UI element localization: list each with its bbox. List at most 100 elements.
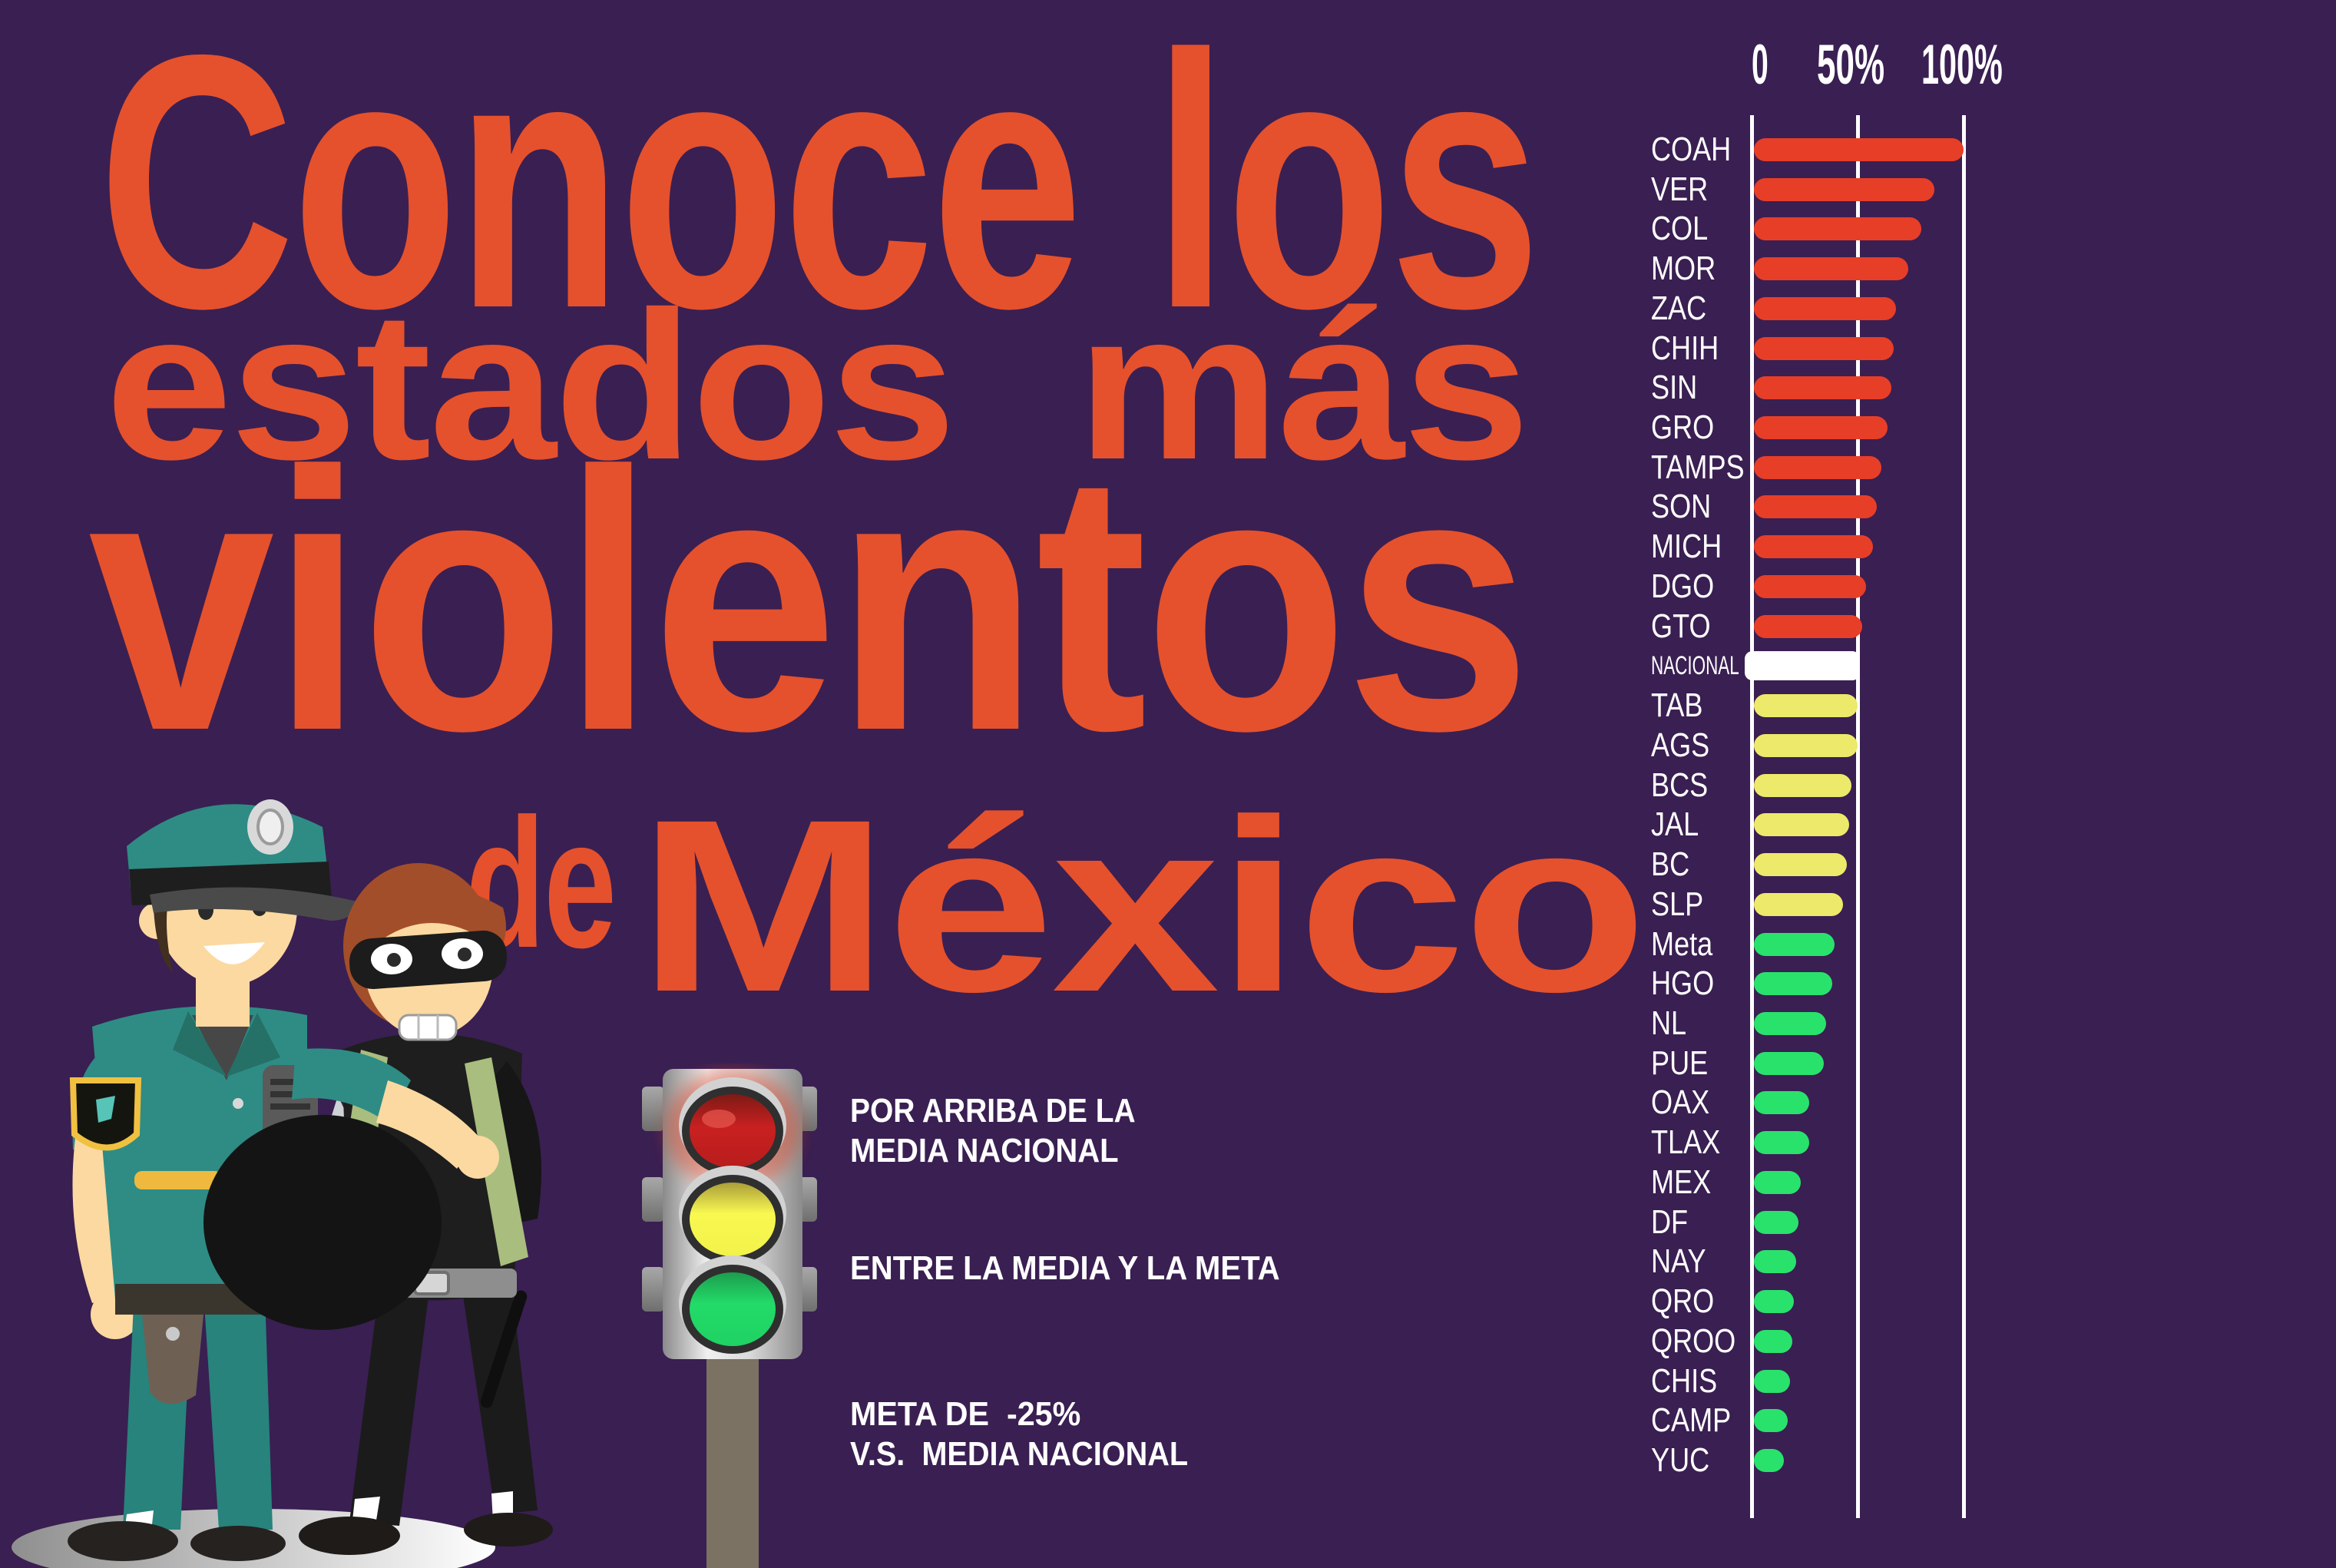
gridline-100 [1962, 115, 1966, 1518]
thief-hair-front [357, 885, 506, 950]
chart-bar [1754, 1329, 1792, 1353]
chart-row: YUC [1651, 1441, 2336, 1480]
chart-row-label: ZAC [1651, 289, 1707, 327]
chart-bar [1754, 455, 1881, 479]
chart-row: TLAX [1651, 1123, 2336, 1163]
chart-bar [1754, 1091, 1809, 1115]
chart-rows: COAH VER COL MOR ZAC CHIH SIN GRO TAMPS SON MICH DG… [1651, 130, 2336, 1480]
traffic-light-icon [642, 1069, 817, 1568]
chart-bar [1754, 1210, 1798, 1234]
chart-bar [1754, 574, 1867, 598]
axis-tick-100: 100% [1921, 34, 2003, 96]
black-bag [203, 1115, 442, 1330]
chart-row: BCS [1651, 766, 2336, 806]
chart-row-label: BC [1651, 845, 1690, 884]
chart-row-label: MEX [1651, 1163, 1712, 1201]
chart-bar [1754, 1250, 1797, 1274]
chart-row: VER [1651, 170, 2336, 210]
chart-row-label: COL [1651, 210, 1709, 248]
chart-row: DGO [1651, 567, 2336, 607]
legend-green-line-2: V.S. MEDIA NACIONAL [850, 1435, 1189, 1473]
chart-row: COL [1651, 209, 2336, 249]
chart-row: PUE [1651, 1044, 2336, 1083]
legend-red-line-2: MEDIA NACIONAL [850, 1132, 1119, 1169]
thief-mask-icon [349, 930, 508, 990]
chart-bar [1754, 1290, 1795, 1314]
chart-bar [1754, 932, 1835, 956]
chart-bar [1754, 1369, 1790, 1393]
chart-bar [1754, 137, 1964, 161]
chart-bar [1745, 651, 1860, 681]
chart-row: SLP [1651, 885, 2336, 925]
chart-bar [1754, 217, 1922, 241]
chart-row-label: NACIONAL [1651, 651, 1739, 681]
gridline-0 [1750, 115, 1754, 1518]
chart-bar [1754, 773, 1851, 797]
holster [142, 1315, 203, 1404]
yellow-light-icon [679, 1166, 786, 1264]
chart-row: BC [1651, 845, 2336, 885]
chart-row: JAL [1651, 805, 2336, 845]
chart-row-label: TLAX [1651, 1123, 1721, 1162]
chart-row: GTO [1651, 607, 2336, 647]
police-cap [127, 799, 361, 921]
chart-row-label: NL [1651, 1004, 1687, 1043]
chart-row-label: SLP [1651, 885, 1704, 923]
legend-yellow-line-1: ENTRE LA MEDIA Y LA META [850, 1249, 1280, 1287]
green-light-icon [679, 1255, 786, 1354]
chart-row: Meta [1651, 925, 2336, 964]
chart-bar [1754, 177, 1934, 201]
chart-row: OAX [1651, 1083, 2336, 1123]
chart-bar [1754, 296, 1896, 320]
title-line-4-mexico: México [637, 768, 1648, 1043]
chart-bar [1754, 1051, 1825, 1075]
chart-row: AGS [1651, 726, 2336, 766]
chart-row: QRO [1651, 1282, 2336, 1322]
red-light-icon [679, 1077, 786, 1176]
chart-row-label: QRO [1651, 1282, 1715, 1321]
chart-bar [1754, 1170, 1801, 1194]
chart-row-label: HGO [1651, 964, 1715, 1003]
chart-bar [1754, 892, 1843, 916]
legend-green-line-1: META DE -25% [850, 1395, 1081, 1433]
gridline-50 [1856, 115, 1860, 1518]
chart-row-label: GRO [1651, 409, 1715, 446]
chart-row: ZAC [1651, 289, 2336, 329]
traffic-light-pole [706, 1357, 759, 1568]
chart-row: NL [1651, 1004, 2336, 1044]
chart-bar [1754, 376, 1892, 400]
chart-row-label: CAMP [1651, 1401, 1732, 1440]
chart-row-label: TAB [1651, 686, 1703, 725]
chart-row: SON [1651, 488, 2336, 528]
chart-row-label: SON [1651, 488, 1712, 526]
chart-row-label: JAL [1651, 806, 1699, 844]
chart-bar [1754, 257, 1909, 281]
chart-row-label: TAMPS [1651, 448, 1745, 486]
chart-row: COAH [1651, 130, 2336, 170]
chart-row-label: DF [1651, 1202, 1689, 1241]
axis-tick-0: 0 [1752, 34, 1769, 96]
chart-row-label: COAH [1651, 130, 1732, 168]
chart-row: CHIH [1651, 329, 2336, 369]
chart-row-label: DGO [1651, 567, 1715, 605]
title-line-3: violentos [88, 395, 1531, 807]
chart-row-label: CHIS [1651, 1361, 1718, 1400]
chart-bar [1754, 972, 1833, 996]
chart-row-label: SIN [1651, 369, 1698, 407]
chart-row: MOR [1651, 249, 2336, 289]
chart-bar [1754, 1012, 1826, 1036]
chart-row: TAMPS [1651, 448, 2336, 488]
chart-row: CAMP [1651, 1401, 2336, 1441]
chart-row-label: BCS [1651, 766, 1709, 804]
title-line-2: estados más [105, 268, 1530, 504]
chart-row: HGO [1651, 964, 2336, 1004]
police-officer [68, 799, 369, 1561]
chart-row: QROO [1651, 1322, 2336, 1361]
chart-row: DF [1651, 1202, 2336, 1242]
chart-row-label: NAY [1651, 1242, 1706, 1281]
chart-row-label: GTO [1651, 607, 1711, 645]
chart-row-label: MOR [1651, 250, 1716, 288]
chart-bar [1754, 535, 1873, 559]
chart-row: MEX [1651, 1163, 2336, 1202]
chart-row: TAB [1651, 686, 2336, 726]
